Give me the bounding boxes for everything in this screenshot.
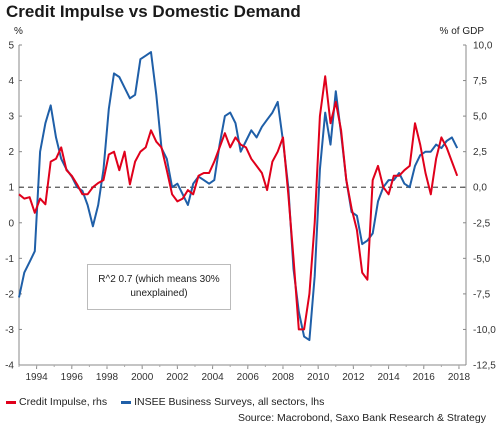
legend-item-insee: INSEE Business Surveys, all sectors, lhs bbox=[121, 396, 324, 408]
x-tick-label: 2000 bbox=[131, 372, 154, 383]
x-tick-label: 1994 bbox=[25, 372, 48, 383]
chart-title: Credit Impulse vs Domestic Demand bbox=[6, 2, 301, 21]
right-tick-label: 0,0 bbox=[473, 183, 487, 194]
legend-label-insee: INSEE Business Surveys, all sectors, lhs bbox=[134, 396, 325, 408]
right-tick-label: -12,5 bbox=[473, 361, 496, 372]
legend-item-credit-impulse: Credit Impulse, rhs bbox=[6, 396, 107, 408]
right-tick-label: -2,5 bbox=[473, 218, 491, 229]
legend-label-credit-impulse: Credit Impulse, rhs bbox=[19, 396, 108, 408]
left-tick-label: -1 bbox=[5, 254, 14, 265]
x-tick-label: 2006 bbox=[237, 372, 260, 383]
right-tick-label: -7,5 bbox=[473, 289, 491, 300]
x-tick-label: 2018 bbox=[448, 372, 471, 383]
right-tick-label: 5,0 bbox=[473, 112, 487, 123]
series-line-insee bbox=[18, 51, 459, 342]
x-tick-label: 2004 bbox=[201, 372, 224, 383]
left-tick-label: 2 bbox=[8, 147, 14, 158]
right-tick-label: 2,5 bbox=[473, 147, 487, 158]
left-tick-label: 4 bbox=[8, 76, 14, 87]
annotation-box: R^2 0.7 (which means 30% unexplained) bbox=[87, 264, 231, 310]
right-tick-label: -10,0 bbox=[473, 325, 496, 336]
x-tick-label: 2016 bbox=[413, 372, 436, 383]
x-tick-label: 1998 bbox=[96, 372, 119, 383]
right-tick-label: 10,0 bbox=[473, 41, 493, 52]
x-tick-label: 2014 bbox=[377, 372, 400, 383]
x-tick-label: 2008 bbox=[272, 372, 295, 383]
left-tick-label: 1 bbox=[8, 183, 14, 194]
legend-swatch-blue bbox=[121, 400, 132, 404]
left-tick-label: -3 bbox=[5, 325, 14, 336]
x-tick-label: 1996 bbox=[61, 372, 84, 383]
x-tick-label: 2002 bbox=[166, 372, 189, 383]
left-tick-label: -4 bbox=[5, 361, 14, 372]
right-tick-label: -5,0 bbox=[473, 254, 491, 265]
left-axis-unit: % bbox=[14, 26, 23, 37]
legend-swatch-red bbox=[6, 400, 16, 404]
source-note: Source: Macrobond, Saxo Bank Research & … bbox=[237, 412, 486, 424]
left-tick-label: -2 bbox=[5, 289, 14, 300]
x-tick-label: 2012 bbox=[342, 372, 365, 383]
series-line-credit-impulse bbox=[18, 75, 459, 331]
x-tick-label: 2010 bbox=[307, 372, 330, 383]
right-tick-label: 7,5 bbox=[473, 76, 487, 87]
legend: Credit Impulse, rhs INSEE Business Surve… bbox=[6, 396, 324, 408]
right-axis-unit: % of GDP bbox=[439, 26, 484, 37]
left-tick-label: 5 bbox=[8, 41, 14, 52]
left-tick-label: 0 bbox=[8, 218, 14, 229]
left-tick-label: 3 bbox=[8, 112, 14, 123]
